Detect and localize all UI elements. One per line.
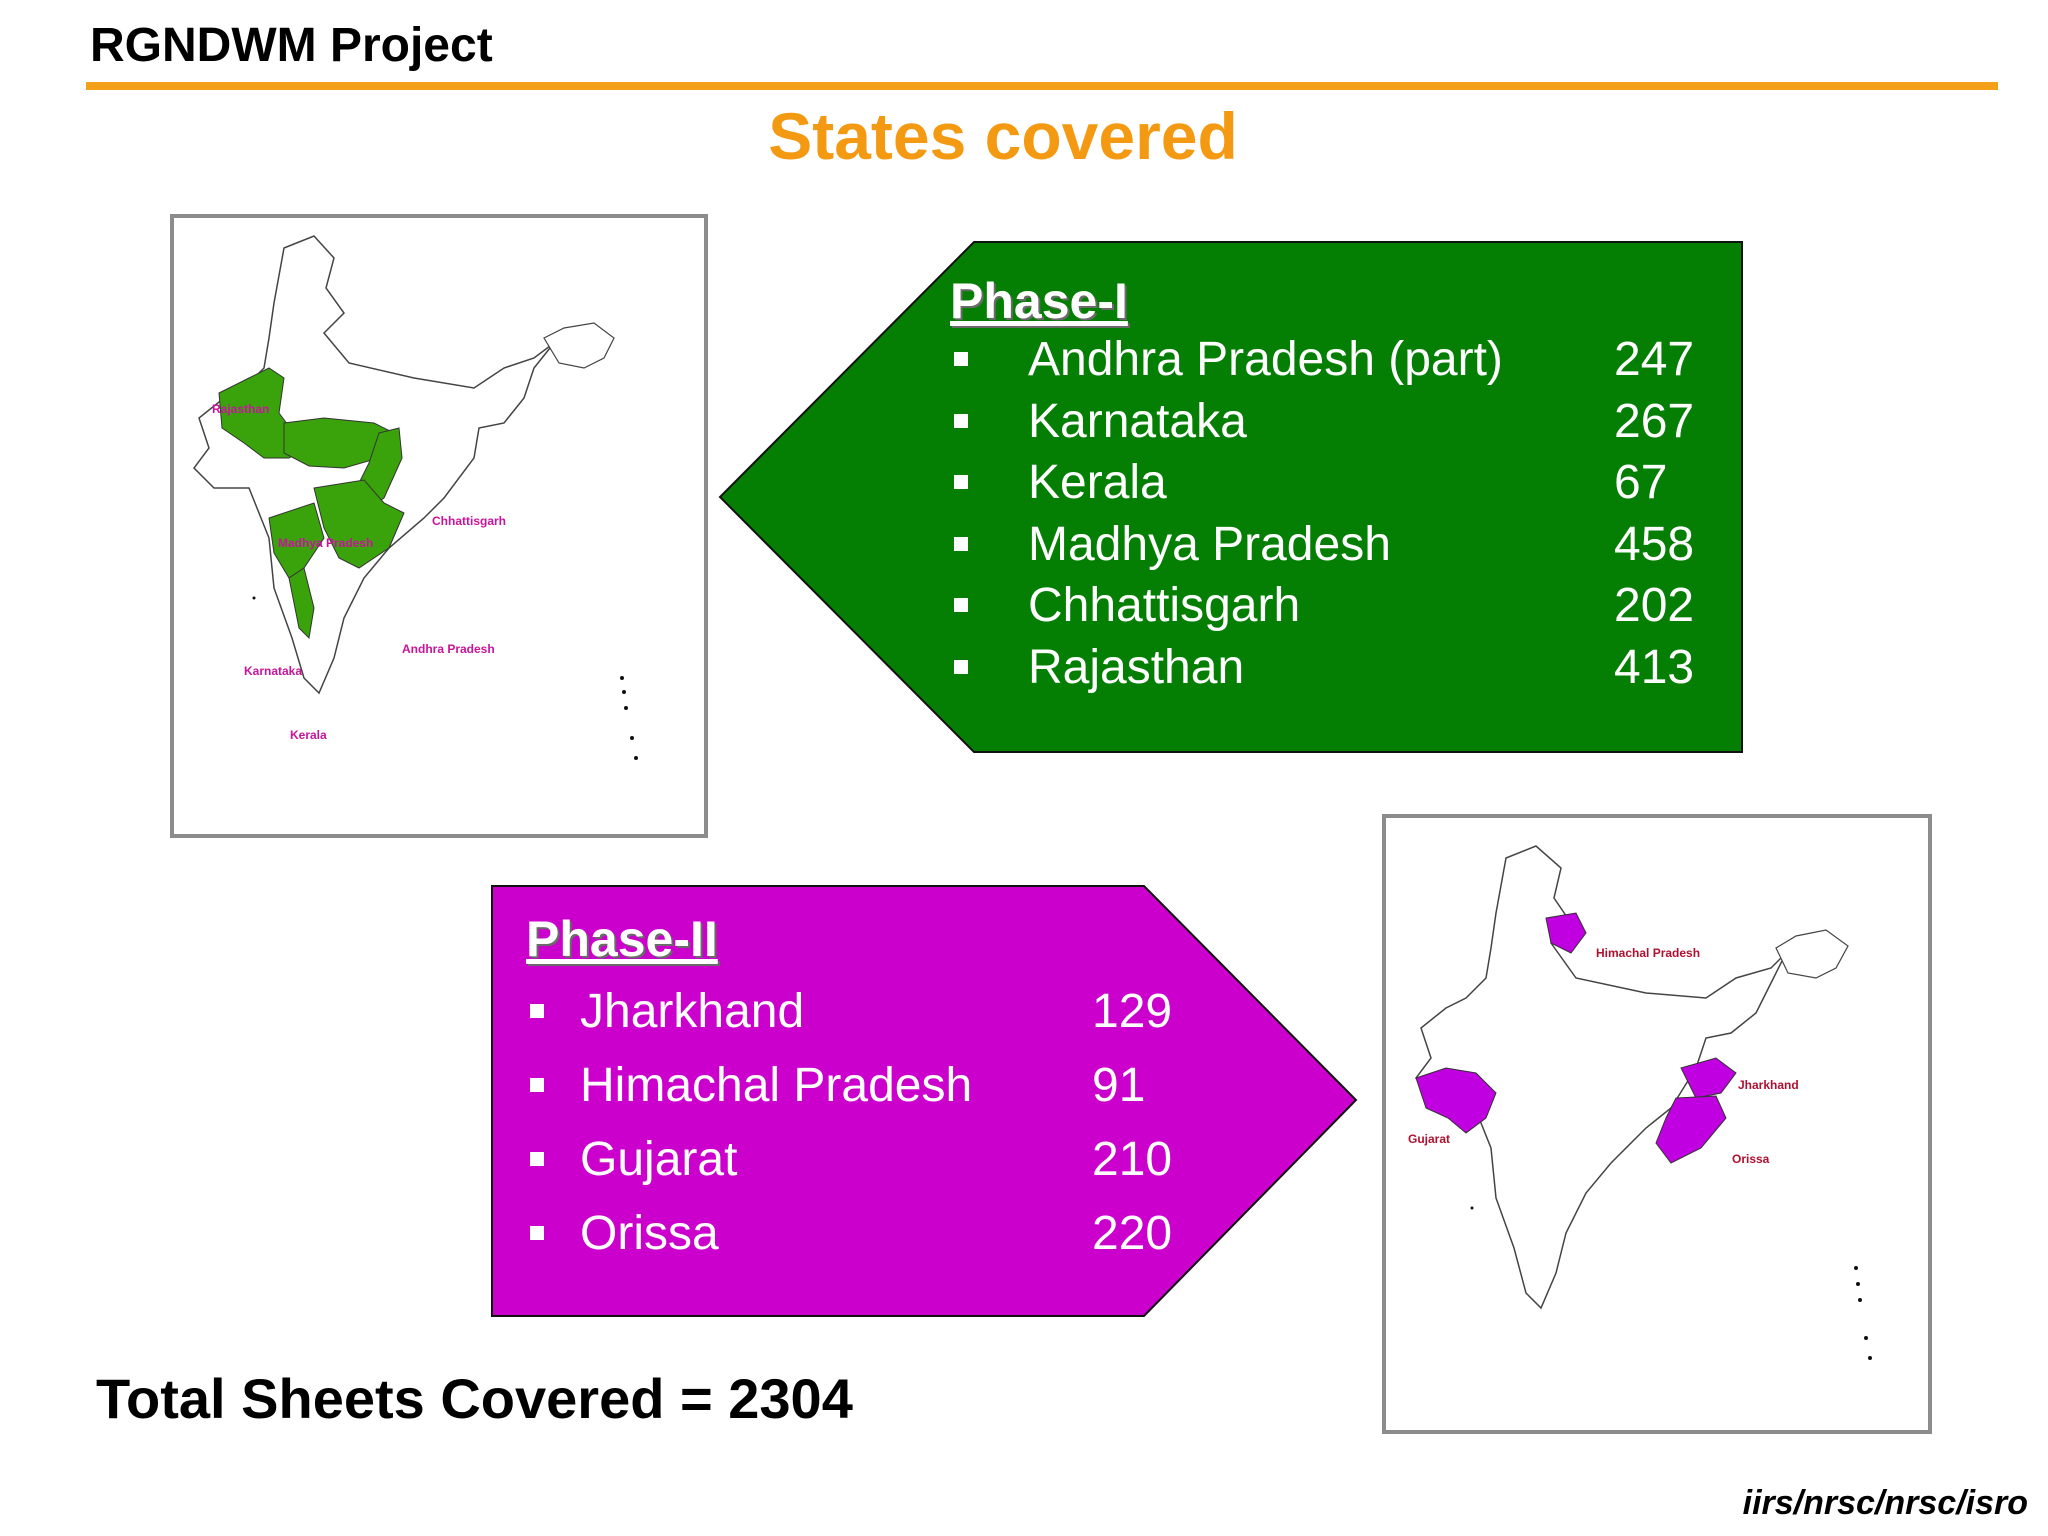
state-name: Madhya Pradesh [1028,517,1391,571]
list-item: Karnataka 267 [954,394,1714,456]
list-item: Kerala 67 [954,455,1714,517]
project-title: RGNDWM Project [90,19,493,72]
sheet-count: 67 [1614,456,1668,509]
map-label-karnataka: Karnataka [244,664,303,678]
state-name: Chhattisgarh [1028,579,1301,632]
bullet-icon [530,1004,544,1018]
map-label-gujarat: Gujarat [1408,1132,1451,1146]
northeast-outline [543,322,615,369]
state-name: Himachal Pradesh [580,1059,973,1112]
state-name: Orissa [580,1207,719,1260]
sheet-count: 91 [1092,1059,1146,1112]
state-name: Rajasthan [1028,640,1245,694]
sheet-count: 129 [1092,985,1173,1038]
india-map-phase1-icon [193,235,638,760]
list-item: Andhra Pradesh (part) 247 [954,332,1714,394]
map-label-orissa: Orissa [1732,1152,1770,1166]
kerala-region [288,567,315,640]
sheet-count: 413 [1614,640,1695,694]
list-item: Himachal Pradesh 91 [530,1058,1150,1132]
list-item: Gujarat 210 [530,1132,1172,1206]
india-map-phase2-icon [1415,845,1872,1360]
list-item: Madhya Pradesh 458 [954,517,1714,579]
map-label-kerala: Kerala [290,728,327,742]
sheet-count: 210 [1092,1133,1173,1186]
state-name: Gujarat [580,1133,738,1186]
bullet-icon [530,1152,544,1166]
bullet-icon [954,413,968,428]
gujarat-region [1415,1067,1497,1134]
map-label-jharkhand: Jharkhand [1738,1078,1799,1092]
state-name: Andhra Pradesh (part) [1028,333,1503,386]
total-sheets: Total Sheets Covered = 2304 [96,1367,853,1430]
map-label-madhya-pradesh: Madhya Pradesh [278,536,374,550]
phase2-map: Himachal Pradesh Jharkhand Gujarat Oriss… [1382,814,1932,1434]
bullet-icon [530,1078,544,1092]
bullet-icon [954,598,968,612]
jharkhand-region [1680,1057,1737,1099]
map-label-rajasthan: Rajasthan [212,402,270,416]
map-label-chhattisgarh: Chhattisgarh [432,514,507,528]
phase1-box: Phase-I Andhra Pradesh (part) 247 Karnatak… [718,240,1744,754]
india-outline-2 [1415,845,1787,1310]
island-dots [252,596,638,760]
map-label-andhra-pradesh: Andhra Pradesh [402,642,495,656]
sheet-count: 267 [1614,394,1695,448]
sheet-count: 202 [1614,579,1695,632]
bullet-icon [954,475,968,489]
map-label-himachal-pradesh: Himachal Pradesh [1596,946,1701,960]
phase2-box: Phase-II Jharkhand 129 Himachal Pradesh 91 G… [490,884,1360,1318]
sheet-count: 458 [1614,517,1695,571]
bullet-icon [954,536,968,551]
state-name: Jharkhand [580,985,805,1038]
bullet-icon [530,1226,544,1240]
footer-credit: iirs/nrsc/nrsc/isro [1742,1484,2028,1522]
state-name: Kerala [1028,456,1167,509]
list-item: Chhattisgarh 202 [954,578,1714,640]
list-item: Orissa 220 [530,1206,1172,1280]
island-dots-2 [1470,1206,1872,1360]
himachal-pradesh-region [1545,912,1587,954]
slide-title: States covered [768,99,1238,173]
sheet-count: 220 [1092,1207,1173,1260]
sheet-count: 247 [1614,333,1695,386]
phase1-heading: Phase-I [950,273,1128,329]
phase1-map: Rajasthan Madhya Pradesh Chhattisgarh An… [170,214,708,838]
andhra-pradesh-region [313,479,405,569]
bullet-icon [954,352,968,366]
orissa-region [1655,1095,1727,1164]
phase2-heading: Phase-II [526,911,718,967]
state-name: Karnataka [1028,394,1247,448]
northeast-outline-2 [1775,929,1849,979]
list-item: Jharkhand 129 [530,984,1172,1058]
bullet-icon [954,659,968,674]
header-divider [86,82,1998,90]
list-item: Rajasthan 413 [954,640,1714,702]
